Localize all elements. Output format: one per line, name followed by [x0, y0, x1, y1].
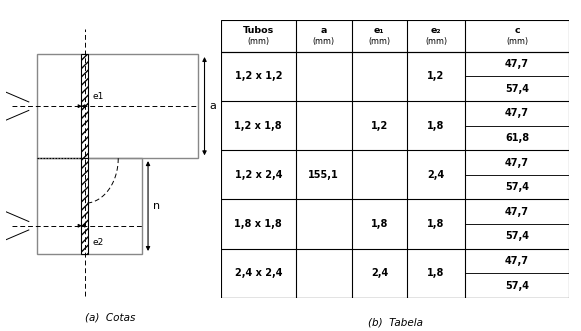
- Text: (mm): (mm): [506, 37, 528, 46]
- Text: 1,2 x 1,2: 1,2 x 1,2: [235, 71, 282, 81]
- Text: 1,2 x 2,4: 1,2 x 2,4: [235, 170, 282, 180]
- Text: 57,4: 57,4: [505, 281, 529, 291]
- Text: e₂: e₂: [431, 26, 442, 35]
- Text: 47,7: 47,7: [505, 207, 529, 217]
- Text: e2: e2: [92, 238, 103, 247]
- Text: 1,2: 1,2: [371, 121, 388, 131]
- Text: 1,8: 1,8: [371, 219, 388, 229]
- Text: 1,8: 1,8: [428, 268, 444, 278]
- Text: 1,8: 1,8: [428, 219, 444, 229]
- Text: 61,8: 61,8: [505, 133, 529, 143]
- Text: 1,8 x 1,8: 1,8 x 1,8: [234, 219, 282, 229]
- Bar: [81, 158, 88, 254]
- Text: (mm): (mm): [425, 37, 447, 46]
- Text: 1,8: 1,8: [428, 121, 444, 131]
- Bar: [81, 54, 88, 158]
- Text: (mm): (mm): [313, 37, 335, 46]
- Text: 57,4: 57,4: [505, 231, 529, 241]
- Bar: [37, 54, 198, 158]
- Text: 1,2: 1,2: [428, 71, 444, 81]
- Text: 2,4: 2,4: [428, 170, 444, 180]
- Text: (b)  Tabela: (b) Tabela: [368, 317, 422, 327]
- Text: 47,7: 47,7: [505, 59, 529, 69]
- Text: e1: e1: [92, 92, 103, 101]
- Text: 47,7: 47,7: [505, 158, 529, 167]
- Text: 47,7: 47,7: [505, 256, 529, 266]
- Text: 1,2 x 1,8: 1,2 x 1,8: [235, 121, 282, 131]
- Text: 2,4 x 2,4: 2,4 x 2,4: [235, 268, 282, 278]
- Text: 57,4: 57,4: [505, 182, 529, 192]
- Text: (mm): (mm): [368, 37, 390, 46]
- Text: a: a: [321, 26, 327, 35]
- Text: 155,1: 155,1: [309, 170, 339, 180]
- Text: (mm): (mm): [247, 37, 270, 46]
- Text: c: c: [514, 26, 520, 35]
- Text: 57,4: 57,4: [505, 84, 529, 94]
- Text: 47,7: 47,7: [505, 108, 529, 118]
- Text: e₁: e₁: [374, 26, 385, 35]
- Text: a: a: [210, 101, 217, 111]
- Text: n: n: [153, 201, 160, 211]
- Bar: [37, 158, 142, 254]
- Text: (a)  Cotas: (a) Cotas: [85, 313, 135, 323]
- Text: 2,4: 2,4: [371, 268, 388, 278]
- Text: Tubos: Tubos: [243, 26, 274, 35]
